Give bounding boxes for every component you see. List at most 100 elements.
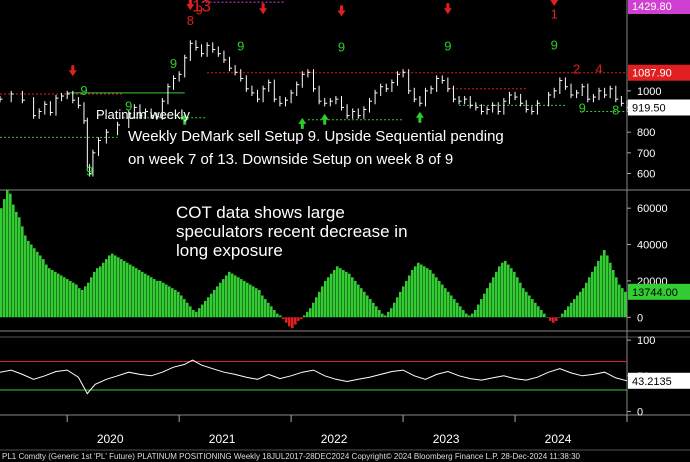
cot-bar xyxy=(255,288,258,318)
cot-tick-label: 40000 xyxy=(637,240,668,252)
cot-bar xyxy=(12,204,15,318)
cot-bar xyxy=(405,280,408,318)
cot-bar xyxy=(87,282,90,318)
cot-bar xyxy=(201,304,204,318)
x-tick-label: 2024 xyxy=(545,432,572,446)
cot-bar xyxy=(132,266,135,318)
cot-bar xyxy=(51,270,54,318)
demark-count-label: 8 xyxy=(612,103,619,118)
cot-bar xyxy=(375,306,378,318)
cot-bar xyxy=(147,275,150,318)
cot-bar xyxy=(486,288,489,318)
cot-bar xyxy=(261,295,264,318)
cot-bar xyxy=(441,284,444,318)
cot-bar xyxy=(603,250,606,318)
cot-bar xyxy=(354,280,357,318)
cot-bar xyxy=(174,290,177,318)
cot-bar xyxy=(258,290,261,318)
cot-bar xyxy=(135,268,138,318)
cot-bar xyxy=(558,317,561,318)
cot-bar xyxy=(363,291,366,318)
cot-bar xyxy=(129,264,132,318)
cot-bar xyxy=(504,260,507,318)
cot-bar xyxy=(555,317,558,321)
cot-bar xyxy=(165,284,168,318)
cot-bar xyxy=(93,271,96,318)
cot-bar xyxy=(537,306,540,318)
cot-bar xyxy=(621,288,624,318)
cot-bar xyxy=(477,304,480,318)
cot-bar xyxy=(111,253,114,318)
price-value-badge xyxy=(628,0,690,14)
cot-last-value-badge xyxy=(628,283,690,300)
cot-bar xyxy=(552,317,555,323)
cot-bar xyxy=(27,240,30,318)
cot-bar xyxy=(282,317,285,320)
cot-bar xyxy=(447,291,450,318)
cot-bar xyxy=(30,244,33,318)
cot-bar xyxy=(438,280,441,318)
cot-bar xyxy=(198,308,201,318)
cot-bar xyxy=(291,317,294,329)
cot-bar xyxy=(3,199,6,318)
cot-bar xyxy=(180,295,183,318)
cot-bar xyxy=(426,268,429,318)
cot-bar xyxy=(480,299,483,318)
cot-tick-label: 0 xyxy=(637,312,643,324)
cot-bar xyxy=(381,313,384,318)
cot-bar xyxy=(546,317,549,318)
cot-bar xyxy=(540,310,543,318)
platinum-weekly-label: Platinum weekly xyxy=(96,107,190,122)
cot-bar xyxy=(207,297,210,318)
x-tick-label: 2021 xyxy=(209,432,236,446)
cot-bar xyxy=(288,317,291,327)
cot-bar xyxy=(564,310,567,318)
cot-bar xyxy=(378,310,381,318)
cot-bar xyxy=(372,302,375,318)
cot-bar xyxy=(360,288,363,318)
cot-bar xyxy=(474,310,477,318)
cot-bar xyxy=(351,277,354,318)
demark-annotation-line2: on week 7 of 13. Downside Setup on week … xyxy=(128,151,453,168)
cot-bar xyxy=(60,275,63,318)
cot-bar xyxy=(369,299,372,318)
cot-bar xyxy=(213,290,216,318)
cot-bar xyxy=(267,302,270,318)
cot-bar xyxy=(528,295,531,318)
cot-bar xyxy=(126,262,129,318)
cot-bar xyxy=(120,259,123,318)
cot-bar xyxy=(315,297,318,318)
cot-bar xyxy=(309,308,312,318)
cot-bar xyxy=(483,293,486,318)
buy-arrow-icon xyxy=(320,113,329,125)
price-value-badge-label: 1429.80 xyxy=(632,1,672,13)
cot-bar xyxy=(300,317,303,320)
cot-bar xyxy=(312,302,315,318)
cot-bar xyxy=(210,293,213,318)
demark-count-label: 4 xyxy=(595,61,602,76)
cot-bar xyxy=(444,288,447,318)
cot-bar xyxy=(534,302,537,318)
cot-bar xyxy=(6,190,9,318)
buy-arrow-icon xyxy=(415,111,424,123)
cot-bar xyxy=(321,286,324,318)
cot-bar xyxy=(24,235,27,318)
cot-bar xyxy=(588,277,591,318)
cot-bar xyxy=(249,284,252,318)
cot-bar xyxy=(582,288,585,318)
cot-bar xyxy=(231,273,234,318)
cot-bars xyxy=(0,190,627,329)
cot-bar xyxy=(420,264,423,318)
demark-count-label: 9 xyxy=(579,101,586,116)
cot-bar xyxy=(141,271,144,318)
cot-bar xyxy=(408,275,411,318)
cot-bar xyxy=(66,279,69,318)
cot-bar xyxy=(228,271,231,318)
cot-bar xyxy=(57,273,60,318)
cot-bar xyxy=(243,280,246,318)
cot-bar xyxy=(63,277,66,318)
cot-bar xyxy=(465,313,468,318)
cot-bar xyxy=(117,257,120,318)
cot-bar xyxy=(402,286,405,318)
cot-bar xyxy=(591,271,594,318)
